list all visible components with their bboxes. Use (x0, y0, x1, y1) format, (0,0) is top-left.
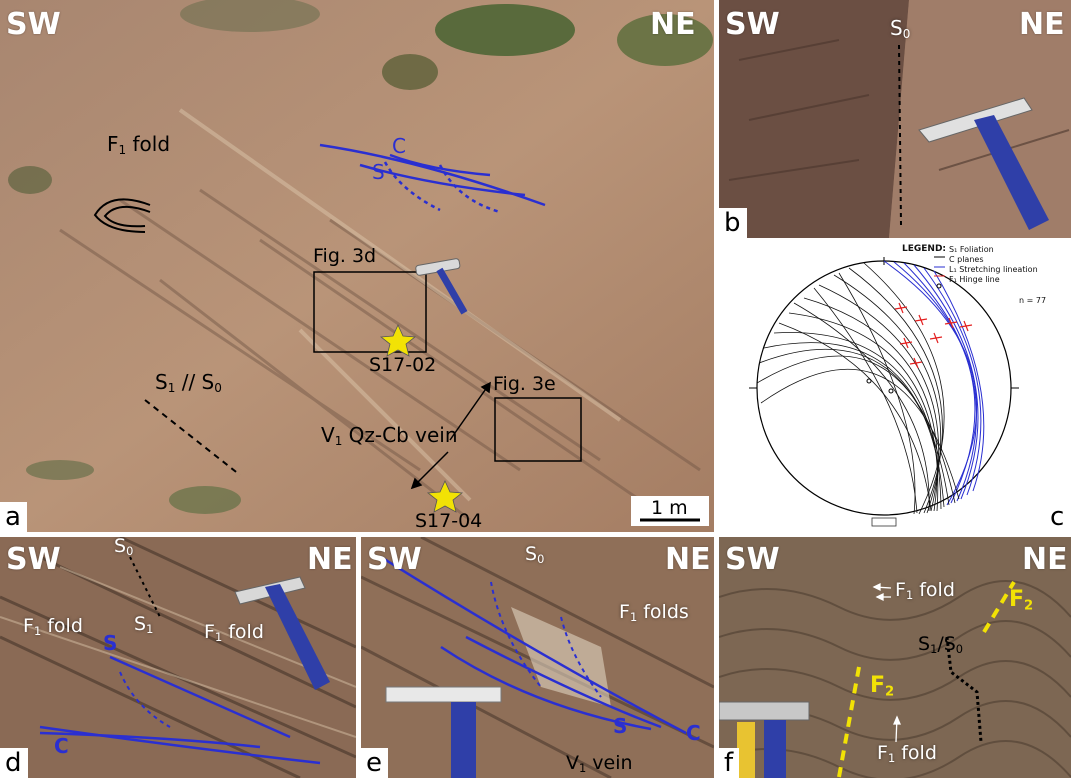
legend-title: LEGEND: (902, 244, 947, 254)
ne-label: NE (650, 7, 696, 42)
sw-label: SW (6, 7, 61, 42)
s0-label: S0 (890, 16, 911, 41)
sample-s17-04: S17-04 (415, 510, 483, 532)
f2-label-right: F2 (1009, 587, 1034, 614)
outcrop-photo-e (361, 537, 714, 778)
s1-s0-label: S1 // S0 (155, 370, 222, 395)
outcrop-photo-d (0, 537, 356, 778)
panel-a-photo: SW NE F1 fold C S Fig. 3d Fig. 3e S17-02… (0, 0, 714, 532)
f1-fold-label: F1 fold (107, 132, 171, 157)
ne-label: NE (307, 542, 353, 577)
panel-d-letter: d (0, 748, 28, 778)
panel-e-letter: e (361, 748, 388, 778)
ne-label: NE (1022, 542, 1068, 577)
panel-a-letter: a (0, 502, 27, 532)
s-plane-label: S (613, 714, 628, 738)
ne-label: NE (665, 542, 711, 577)
sample-count: n = 77 (1019, 296, 1047, 305)
legend-item-c-planes: C planes (949, 255, 984, 264)
sw-label: SW (6, 542, 61, 577)
sw-label: SW (725, 7, 780, 42)
panel-f-letter: f (719, 748, 740, 778)
sample-s17-02: S17-02 (369, 354, 437, 376)
f1-fold-label-bottom: F1 fold (877, 742, 937, 765)
s-plane-label: S (103, 631, 118, 655)
c-plane-label: C (392, 134, 406, 158)
panel-e-photo: SW NE S0 F1 folds S C V1 vein e (361, 537, 714, 778)
panel-b-letter: b (719, 208, 747, 238)
s1-label: S1 (134, 613, 154, 636)
stereonet-plot (749, 256, 1019, 527)
legend-item-hinge: F₁ Hinge line (949, 275, 1000, 284)
panel-b-photo: SW NE S0 b (719, 0, 1071, 238)
panel-c-letter: c (1045, 502, 1071, 532)
c-plane-label: C (686, 721, 701, 745)
outcrop-photo-b (719, 0, 1071, 238)
s0-label: S0 (114, 537, 134, 558)
legend-item-foliation: S₁ Foliation (949, 245, 994, 254)
outcrop-photo-a (0, 0, 714, 532)
vein-label: V1 Qz-Cb vein (321, 423, 458, 448)
vein-label: V1 vein (566, 752, 633, 775)
fig-3d-label: Fig. 3d (313, 245, 377, 267)
c-plane-label: C (54, 734, 69, 758)
scale-bar-label: 1 m (651, 497, 688, 519)
s1-s0-label: S1/S0 (918, 633, 964, 656)
f1-fold-label-top: F1 fold (895, 579, 955, 602)
panel-d-photo: SW NE S0 F1 fold S1 F1 fold S C d (0, 537, 356, 778)
panel-c-stereonet: LEGEND: S₁ Foliation C planes L₁ Stretch… (719, 243, 1071, 532)
sw-label: SW (367, 542, 422, 577)
f1-folds-label: F1 folds (619, 601, 689, 624)
f1-fold-label-right: F1 fold (204, 621, 264, 644)
f2-label-left: F2 (870, 673, 895, 700)
ne-label: NE (1019, 7, 1065, 42)
s-plane-label: S (372, 160, 385, 184)
panel-f-photo: SW NE F1 fold F2 S1/S0 F2 F1 fold f (719, 537, 1071, 778)
sw-label: SW (725, 542, 780, 577)
fig-3e-label: Fig. 3e (493, 373, 556, 395)
f1-fold-label-left: F1 fold (23, 615, 83, 638)
s0-label: S0 (525, 543, 545, 566)
legend-item-lineation: L₁ Stretching lineation (949, 265, 1038, 274)
outcrop-photo-f (719, 537, 1071, 778)
